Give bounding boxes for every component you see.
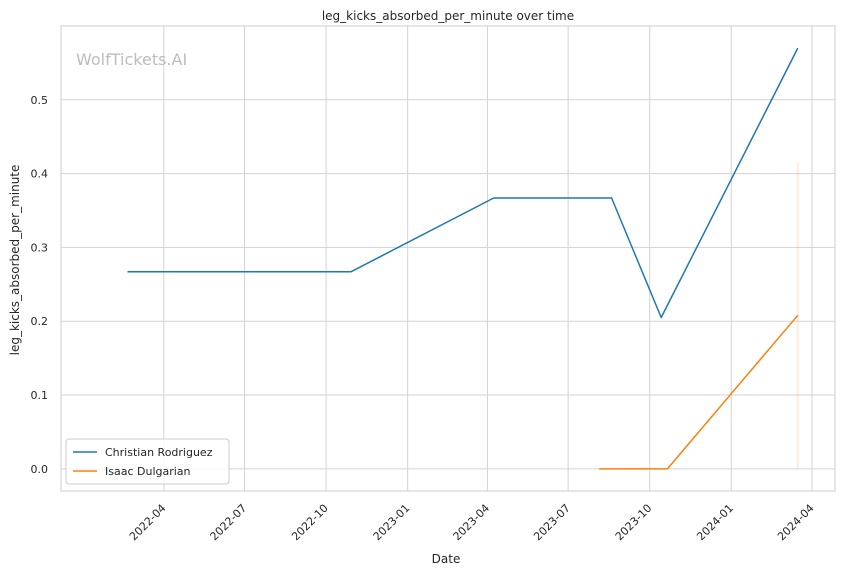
legend-label-isaac-dulgarian: Isaac Dulgarian bbox=[105, 465, 191, 478]
y-tick-labels: 0.0 0.1 0.2 0.3 0.4 0.5 bbox=[31, 94, 49, 476]
x-axis-label: Date bbox=[432, 552, 461, 566]
y-tick-label: 0.2 bbox=[31, 315, 49, 328]
legend-box bbox=[65, 438, 230, 485]
y-tick-label: 0.5 bbox=[31, 94, 49, 107]
chart-title: leg_kicks_absorbed_per_minute over time bbox=[322, 9, 574, 23]
series-lines bbox=[127, 47, 799, 470]
watermark: WolfTickets.AI bbox=[76, 50, 187, 69]
legend: Christian Rodriguez Isaac Dulgarian bbox=[65, 438, 230, 485]
series-line-isaac-dulgarian bbox=[599, 314, 799, 470]
y-axis-label: leg_kicks_absorbed_per_minute bbox=[8, 165, 22, 356]
y-tick-label: 0.4 bbox=[31, 168, 49, 181]
legend-label-christian-rodriguez: Christian Rodriguez bbox=[105, 446, 213, 459]
grid bbox=[61, 26, 835, 491]
series-line-christian-rodriguez bbox=[127, 47, 799, 319]
y-tick-label: 0.1 bbox=[31, 389, 49, 402]
y-tick-label: 0.0 bbox=[31, 463, 49, 476]
plot-frame bbox=[60, 25, 836, 492]
y-tick-label: 0.3 bbox=[31, 241, 49, 254]
